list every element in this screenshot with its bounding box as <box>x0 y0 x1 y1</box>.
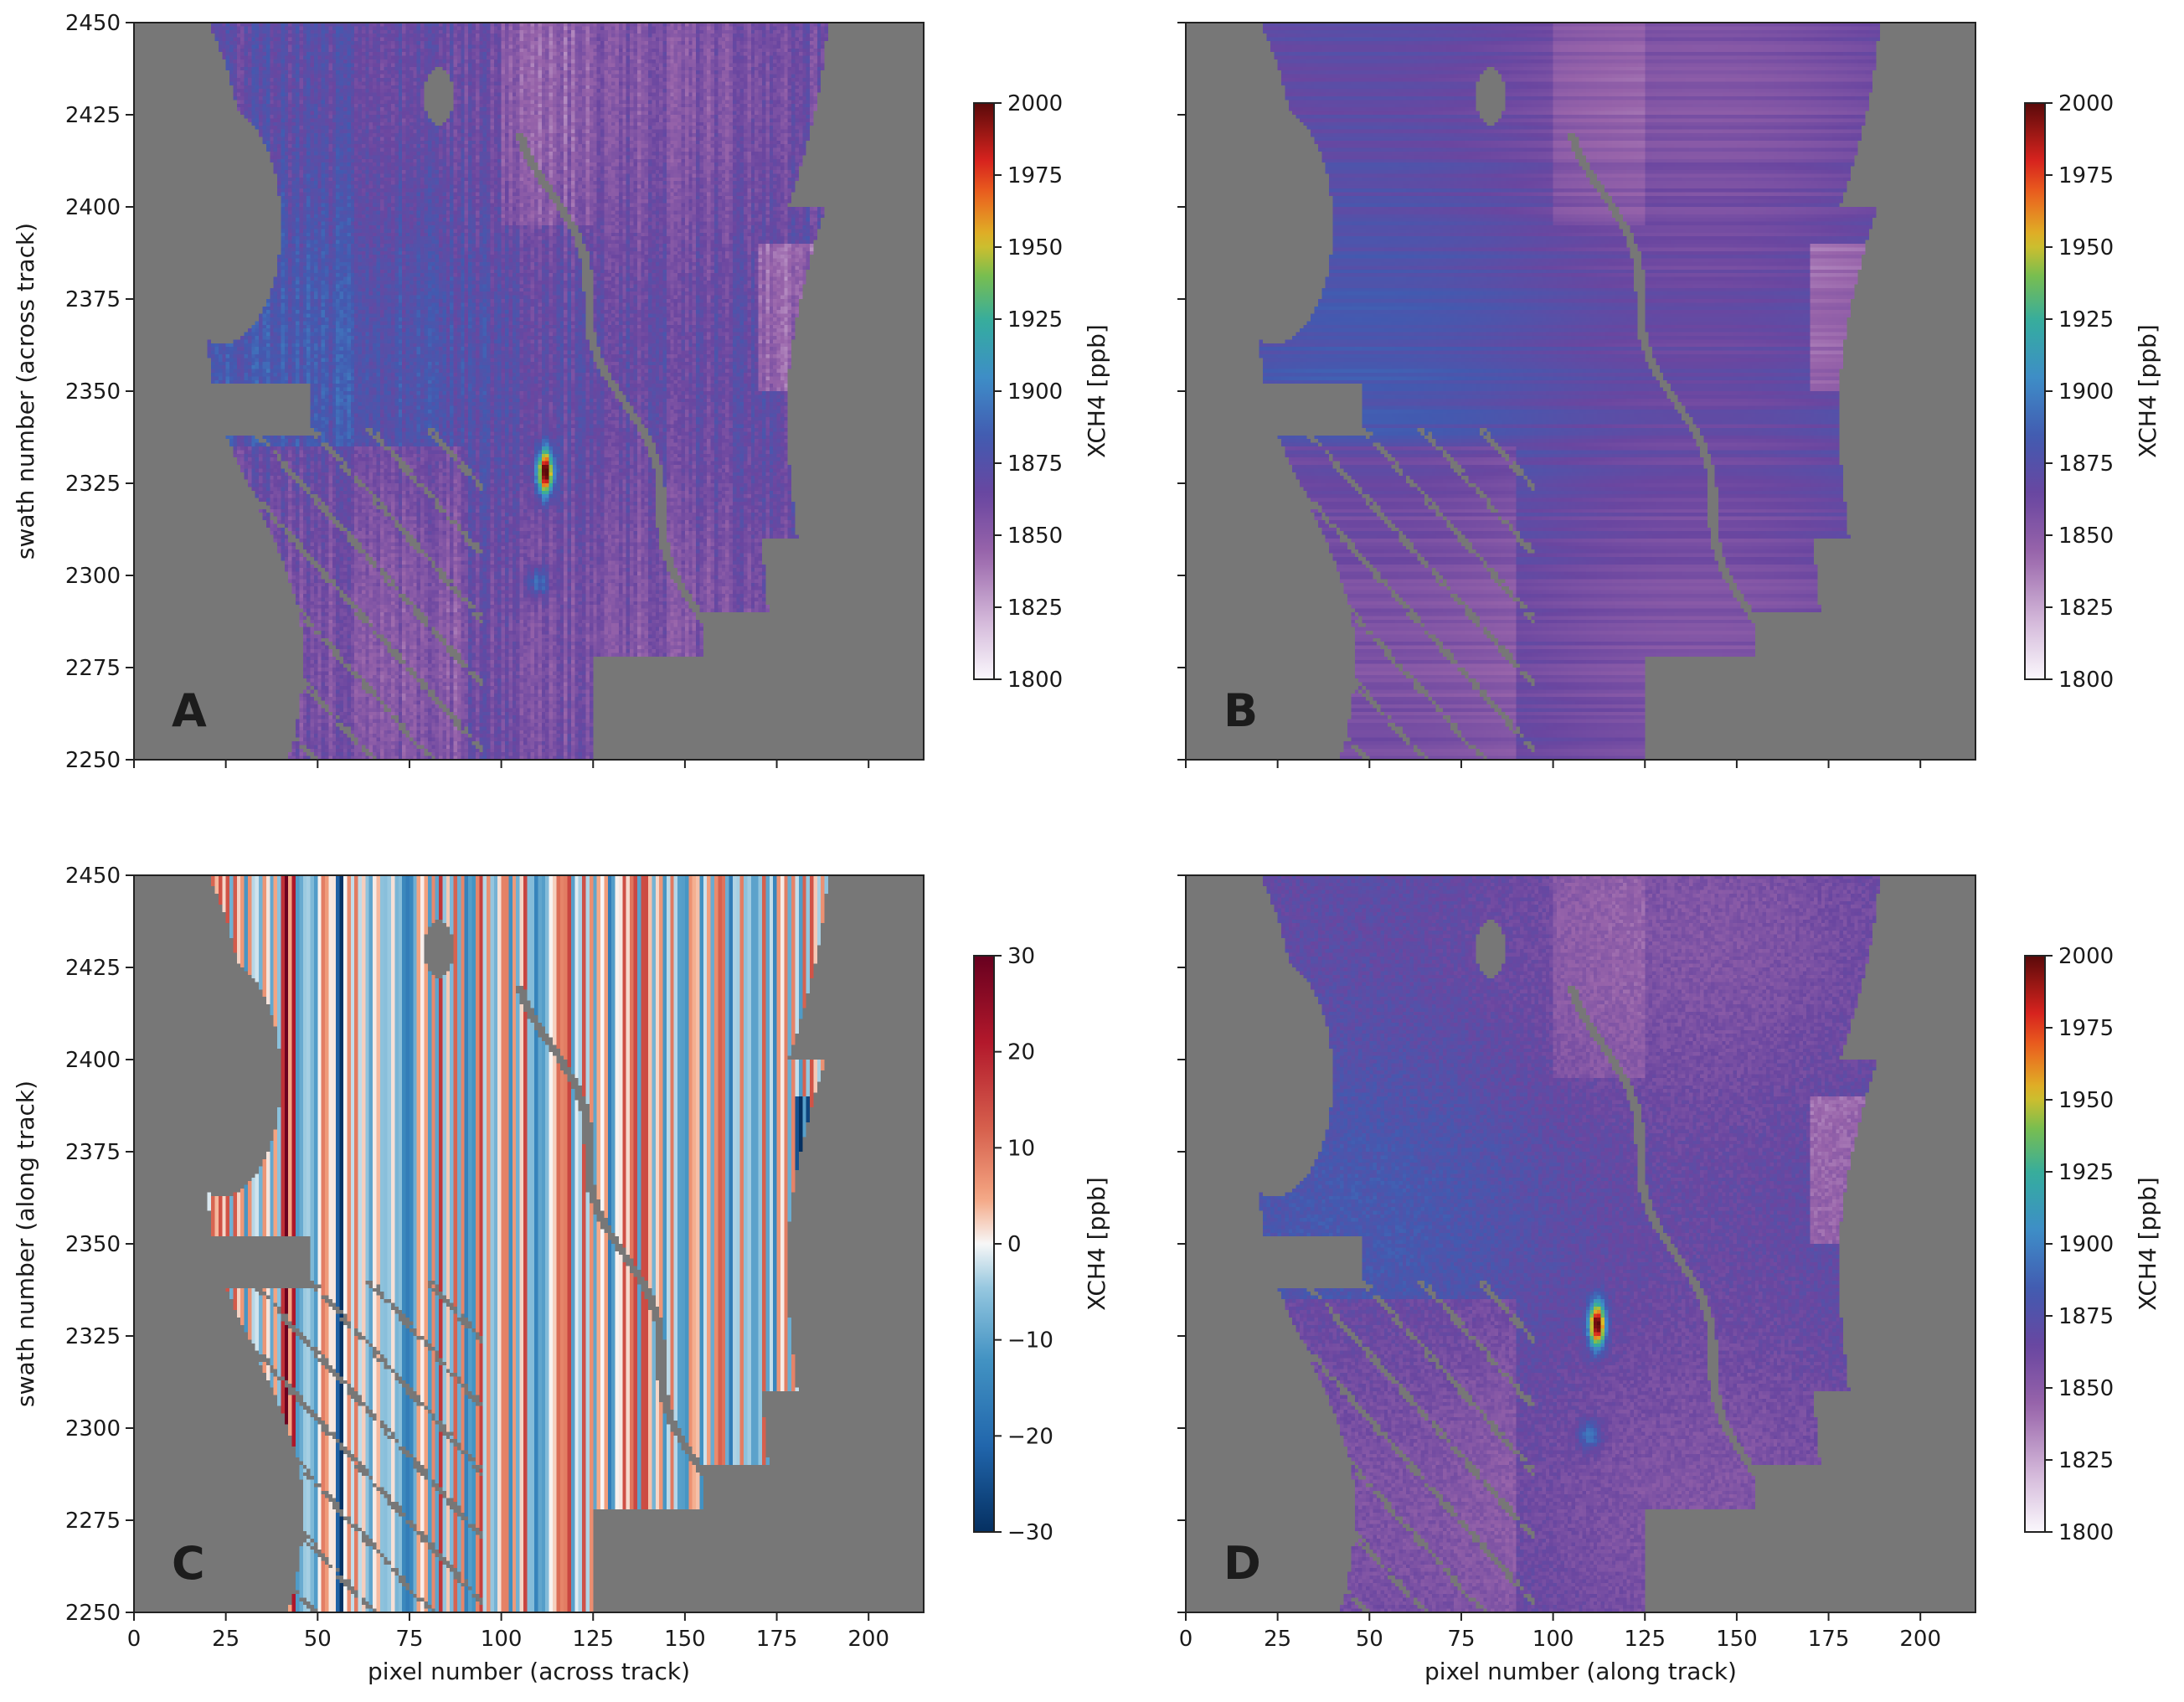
y-tick-label: 2250 <box>65 748 121 773</box>
y-tick-label: 2250 <box>65 1601 121 1626</box>
heatmap-raster <box>1186 23 1975 760</box>
colorbar-tick-label: 1875 <box>1007 451 1063 477</box>
x-tick-label: 200 <box>847 1627 889 1652</box>
colorbar-tick-label: 1900 <box>2058 379 2114 405</box>
colorbar-tick-label: 1975 <box>1007 163 1063 188</box>
colorbar-tick-label: 0 <box>1007 1232 1022 1257</box>
y-tick-label: 2375 <box>65 1140 121 1165</box>
x-tick-label: 150 <box>1716 1627 1758 1652</box>
colorbar-tick-label: 1900 <box>2058 1232 2114 1257</box>
colorbar-tick-label: 2000 <box>1007 91 1063 116</box>
panel-c: 0 25 50 75 100 125 150 175 200225022752300232523… <box>12 864 1110 1685</box>
y-tick-label: 2350 <box>65 1232 121 1257</box>
colorbar-tick-label: 1875 <box>2058 451 2114 477</box>
y-tick-label: 2400 <box>65 1048 121 1073</box>
colorbar-tick-label: 1925 <box>2058 307 2114 333</box>
x-tick-label: 125 <box>572 1627 614 1652</box>
panel-a: 2250 2275 2300 2325 2350 2375 2400 2425 2450 swat… <box>12 11 1110 773</box>
heatmap-raster <box>134 23 924 760</box>
colorbar <box>2024 955 2046 1533</box>
colorbar-tick-label: 1950 <box>2058 1088 2114 1113</box>
panel-letter: B <box>1223 684 1258 737</box>
colorbar-tick-label: 2000 <box>2058 944 2114 969</box>
panel-letter: D <box>1223 1537 1261 1590</box>
colorbar-label: XCH4 [ppb] <box>2134 324 2161 458</box>
y-tick-label: 2325 <box>65 472 121 497</box>
y-tick-label: 2350 <box>65 379 121 405</box>
colorbar-tick-label: 1850 <box>2058 1376 2114 1401</box>
panel-b: B 1800 1825 1850 1875 1900 1925 1950 1975 2000 XCH… <box>1177 22 2161 768</box>
colorbar <box>973 955 995 1533</box>
y-tick-label: 2325 <box>65 1324 121 1349</box>
panel-letter: A <box>172 684 207 737</box>
colorbar-tick-label: 1925 <box>1007 307 1063 333</box>
colorbar-tick-label: 1900 <box>1007 379 1063 405</box>
colorbar-tick-label: 10 <box>1007 1136 1035 1161</box>
colorbar-tick-label: 1875 <box>2058 1304 2114 1329</box>
colorbar-tick-label: 1825 <box>2058 1448 2114 1473</box>
colorbar <box>2024 102 2046 680</box>
x-tick-label: 150 <box>664 1627 706 1652</box>
heatmap-raster <box>134 875 924 1612</box>
x-tick-label: 175 <box>756 1627 798 1652</box>
colorbar-tick-label: 1825 <box>1007 596 1063 621</box>
colorbar-tick-label: 1925 <box>2058 1160 2114 1185</box>
colorbar-tick-label: −30 <box>1007 1520 1053 1545</box>
y-tick-label: 2300 <box>65 1416 121 1442</box>
x-tick-label: 75 <box>395 1627 423 1652</box>
x-tick-label: 100 <box>481 1627 523 1652</box>
colorbar-label: XCH4 [ppb] <box>1083 324 1110 458</box>
y-tick-label: 2300 <box>65 564 121 589</box>
colorbar-tick-label: 1850 <box>2058 523 2114 549</box>
x-tick-label: 200 <box>1899 1627 1941 1652</box>
colorbar-tick-label: 1975 <box>2058 163 2114 188</box>
y-tick-label: 2425 <box>65 956 121 981</box>
colorbar-tick-label: 2000 <box>2058 91 2114 116</box>
x-axis-label: pixel number (across track) <box>368 1658 690 1685</box>
y-tick-label: 2450 <box>65 864 121 889</box>
colorbar-label: XCH4 [ppb] <box>2134 1177 2161 1311</box>
colorbar-tick-label: 1850 <box>1007 523 1063 549</box>
colorbar-label: XCH4 [ppb] <box>1083 1177 1110 1311</box>
x-tick-label: 175 <box>1808 1627 1850 1652</box>
y-tick-label: 2450 <box>65 11 121 36</box>
x-tick-label: 0 <box>1179 1627 1193 1652</box>
y-axis-label: swath number (across track) <box>12 223 39 560</box>
colorbar-tick-label: 1950 <box>1007 235 1063 260</box>
colorbar-tick-label: 1950 <box>2058 235 2114 260</box>
x-tick-label: 125 <box>1624 1627 1666 1652</box>
panel-letter: C <box>172 1537 205 1590</box>
x-tick-label: 25 <box>212 1627 240 1652</box>
y-tick-label: 2425 <box>65 103 121 128</box>
x-tick-label: 25 <box>1264 1627 1291 1652</box>
y-tick-label: 2275 <box>65 1509 121 1534</box>
colorbar-tick-label: 1825 <box>2058 596 2114 621</box>
y-tick-label: 2400 <box>65 195 121 220</box>
colorbar-tick-label: 1800 <box>2058 1520 2114 1545</box>
colorbar-tick-label: 20 <box>1007 1040 1035 1065</box>
colorbar <box>973 102 995 680</box>
x-tick-label: 75 <box>1447 1627 1475 1652</box>
colorbar-tick-label: −10 <box>1007 1328 1053 1354</box>
heatmap-raster <box>1186 875 1975 1612</box>
colorbar-tick-label: 1975 <box>2058 1016 2114 1041</box>
colorbar-tick-label: 30 <box>1007 944 1035 969</box>
x-tick-label: 0 <box>127 1627 142 1652</box>
panel-d: 0 25 50 75 100 125 150 175 200 pixel number (alon… <box>1177 874 2161 1685</box>
x-tick-label: 50 <box>304 1627 332 1652</box>
colorbar-tick-label: −20 <box>1007 1424 1053 1449</box>
y-axis-label: swath number (along track) <box>12 1081 39 1407</box>
y-tick-label: 2375 <box>65 287 121 312</box>
x-tick-label: 50 <box>1356 1627 1383 1652</box>
y-tick-label: 2275 <box>65 656 121 681</box>
colorbar-tick-label: 1800 <box>2058 668 2114 693</box>
x-tick-label: 100 <box>1532 1627 1574 1652</box>
colorbar-tick-label: 1800 <box>1007 668 1063 693</box>
x-axis-label: pixel number (along track) <box>1424 1658 1737 1685</box>
